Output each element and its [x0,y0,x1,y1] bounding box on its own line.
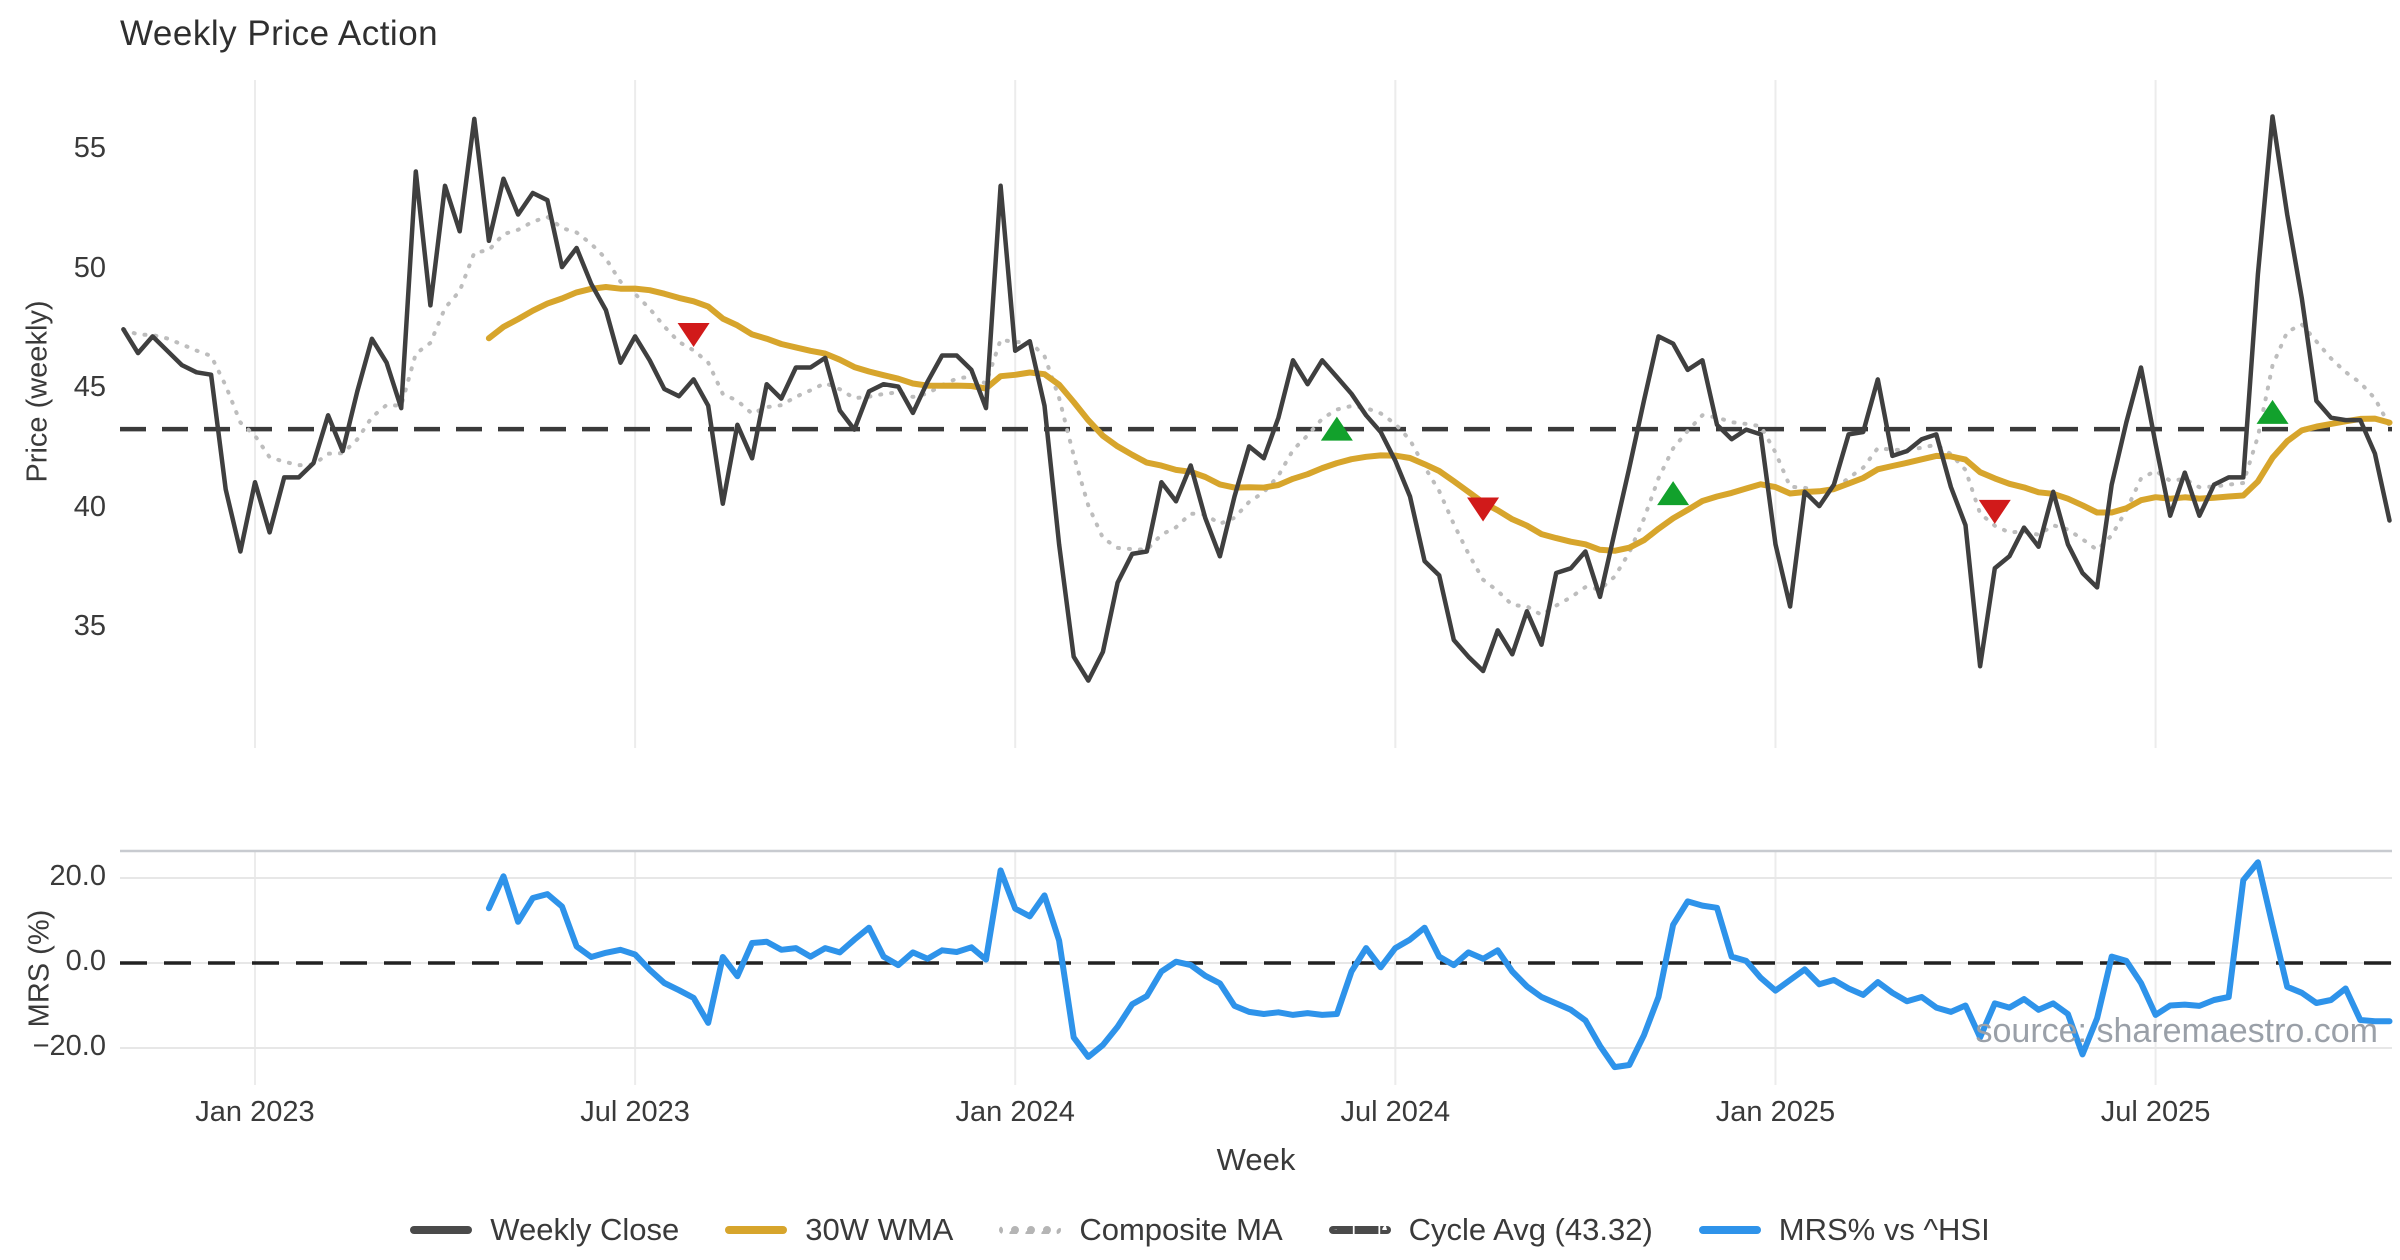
wma-30w-line [485,284,2393,554]
price-ytick-50: 50 [73,251,106,284]
price-ytick-55: 55 [73,132,106,164]
x-tick-Jan 2025: Jan 2025 [1715,1096,1836,1128]
legend-item-weekly-close: Weekly Close [410,1212,679,1248]
price-ytick-40: 40 [73,490,106,523]
watermark: source: sharemaestro.com [1975,1012,2379,1050]
mrs-ytick-0.0: 0.0 [65,945,106,977]
legend-swatch-mrs-hsi [1698,1226,1761,1234]
legend-item-cycle-avg: Cycle Avg (43.32) [1328,1212,1653,1248]
composite-ma-line [121,214,2392,617]
legend-label-mrs-hsi: MRS% vs ^HSI [1778,1212,1990,1247]
x-tick-Jul 2023: Jul 2023 [580,1096,690,1128]
price-ytick-35: 35 [73,610,106,642]
x-tick-Jul 2025: Jul 2025 [2100,1096,2211,1128]
x-tick-Jul 2024: Jul 2024 [1340,1096,1451,1128]
legend-label-30w-wma: 30W WMA [805,1212,954,1247]
legend-item-composite-ma: Composite MA [999,1212,1283,1248]
price-ytick-45: 45 [73,371,106,403]
page-title: Weekly Price Action [120,14,439,53]
legend-swatch-weekly-close [410,1226,473,1234]
legend-label-composite-ma: Composite MA [1079,1212,1283,1247]
legend-item-30w-wma: 30W WMA [725,1212,953,1248]
legend-label-weekly-close: Weekly Close [490,1212,680,1247]
weekly-close-line [121,114,2392,683]
legend-label-cycle-avg: Cycle Avg (43.32) [1408,1212,1653,1247]
legend-swatch-30w-wma [725,1226,788,1234]
legend-swatch-composite-ma [999,1226,1062,1234]
sell-marker-1 [677,323,710,348]
sell-marker-3 [1978,499,2011,524]
sell-marker-2 [1467,497,1500,522]
legend: Weekly Close 30W WMA Composite MA Cycle Avg… [0,1212,2400,1248]
mrs-line [485,859,2393,1071]
legend-swatch-cycle-avg [1328,1226,1391,1234]
buy-marker-2 [1657,481,1690,506]
buy-marker-1 [1320,416,1353,441]
mrs-ytick-−20.0: −20.0 [32,1030,106,1062]
x-tick-Jan 2024: Jan 2024 [955,1096,1075,1128]
buy-marker-3 [2256,399,2289,424]
mrs-ytick-20.0: 20.0 [49,860,106,892]
x-tick-Jan 2023: Jan 2023 [195,1096,315,1128]
legend-item-mrs-hsi: MRS% vs ^HSI [1698,1212,1990,1248]
x-axis-title: Week [1216,1142,1296,1177]
